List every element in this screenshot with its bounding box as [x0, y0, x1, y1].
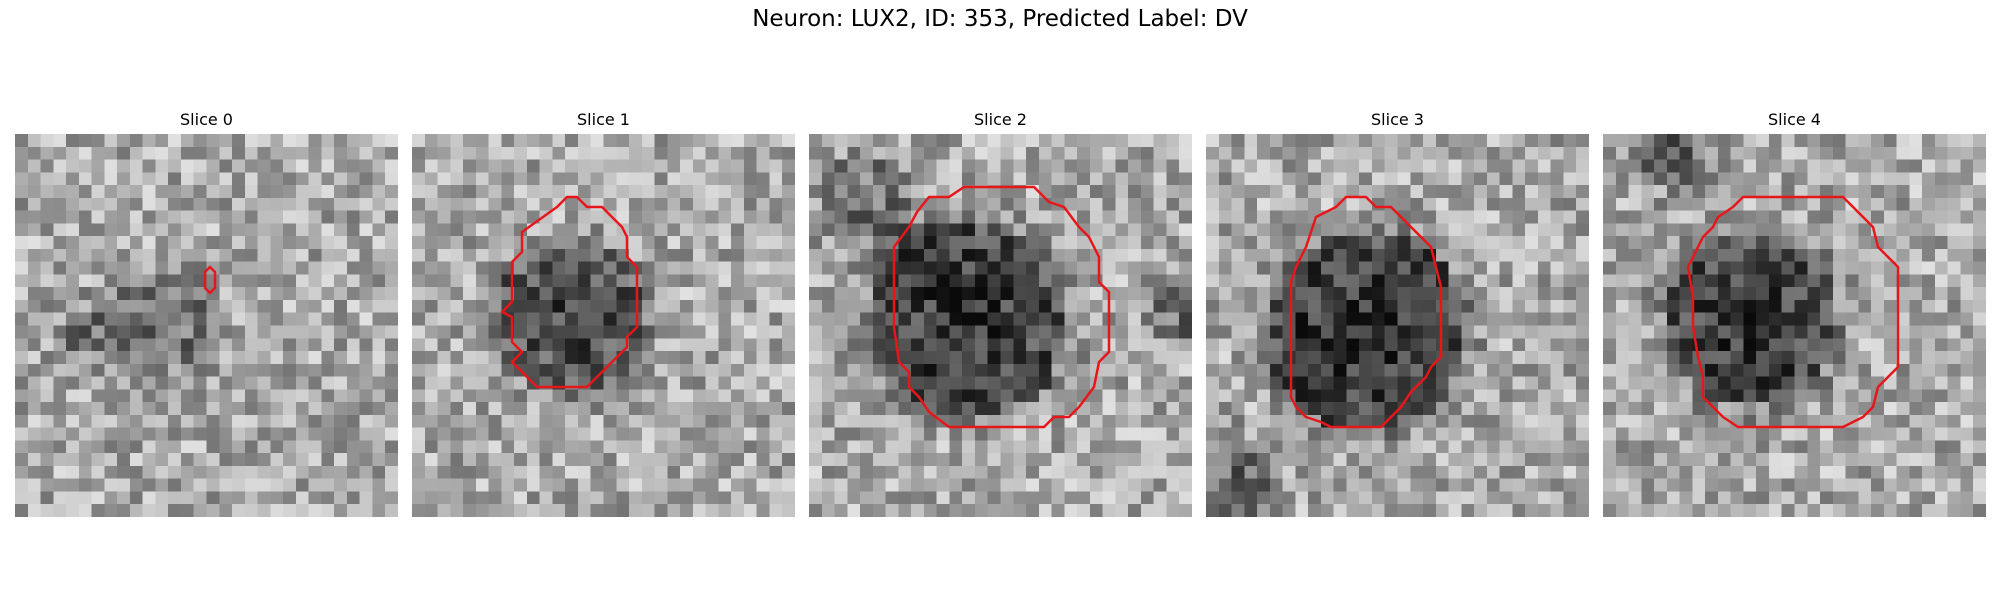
slice-3-roi-contour — [1289, 195, 1443, 429]
figure-title: Neuron: LUX2, ID: 353, Predicted Label: … — [752, 6, 1248, 32]
panel-title-slice-3: Slice 3 — [1371, 110, 1424, 129]
panel-title-slice-4: Slice 4 — [1768, 110, 1821, 129]
panel-title-slice-1: Slice 1 — [577, 110, 630, 129]
slice-1-image — [412, 134, 795, 517]
slice-2-roi-contour — [892, 185, 1111, 429]
slice-4-contour-overlay — [1686, 195, 1900, 429]
slice-0-image — [15, 134, 398, 517]
panel-title-slice-2: Slice 2 — [974, 110, 1027, 129]
slice-0-contour-overlay — [203, 265, 217, 295]
slice-4-roi-contour — [1686, 195, 1900, 429]
slice-2-image — [809, 134, 1192, 517]
slice-2-contour-overlay — [892, 185, 1111, 429]
slice-0-roi-contour — [203, 265, 217, 295]
panel-title-slice-0: Slice 0 — [180, 110, 233, 129]
slice-1-contour-overlay — [500, 195, 639, 389]
slice-3-contour-overlay — [1289, 195, 1443, 429]
slice-3-image — [1206, 134, 1589, 517]
slice-1-roi-contour — [500, 195, 639, 389]
